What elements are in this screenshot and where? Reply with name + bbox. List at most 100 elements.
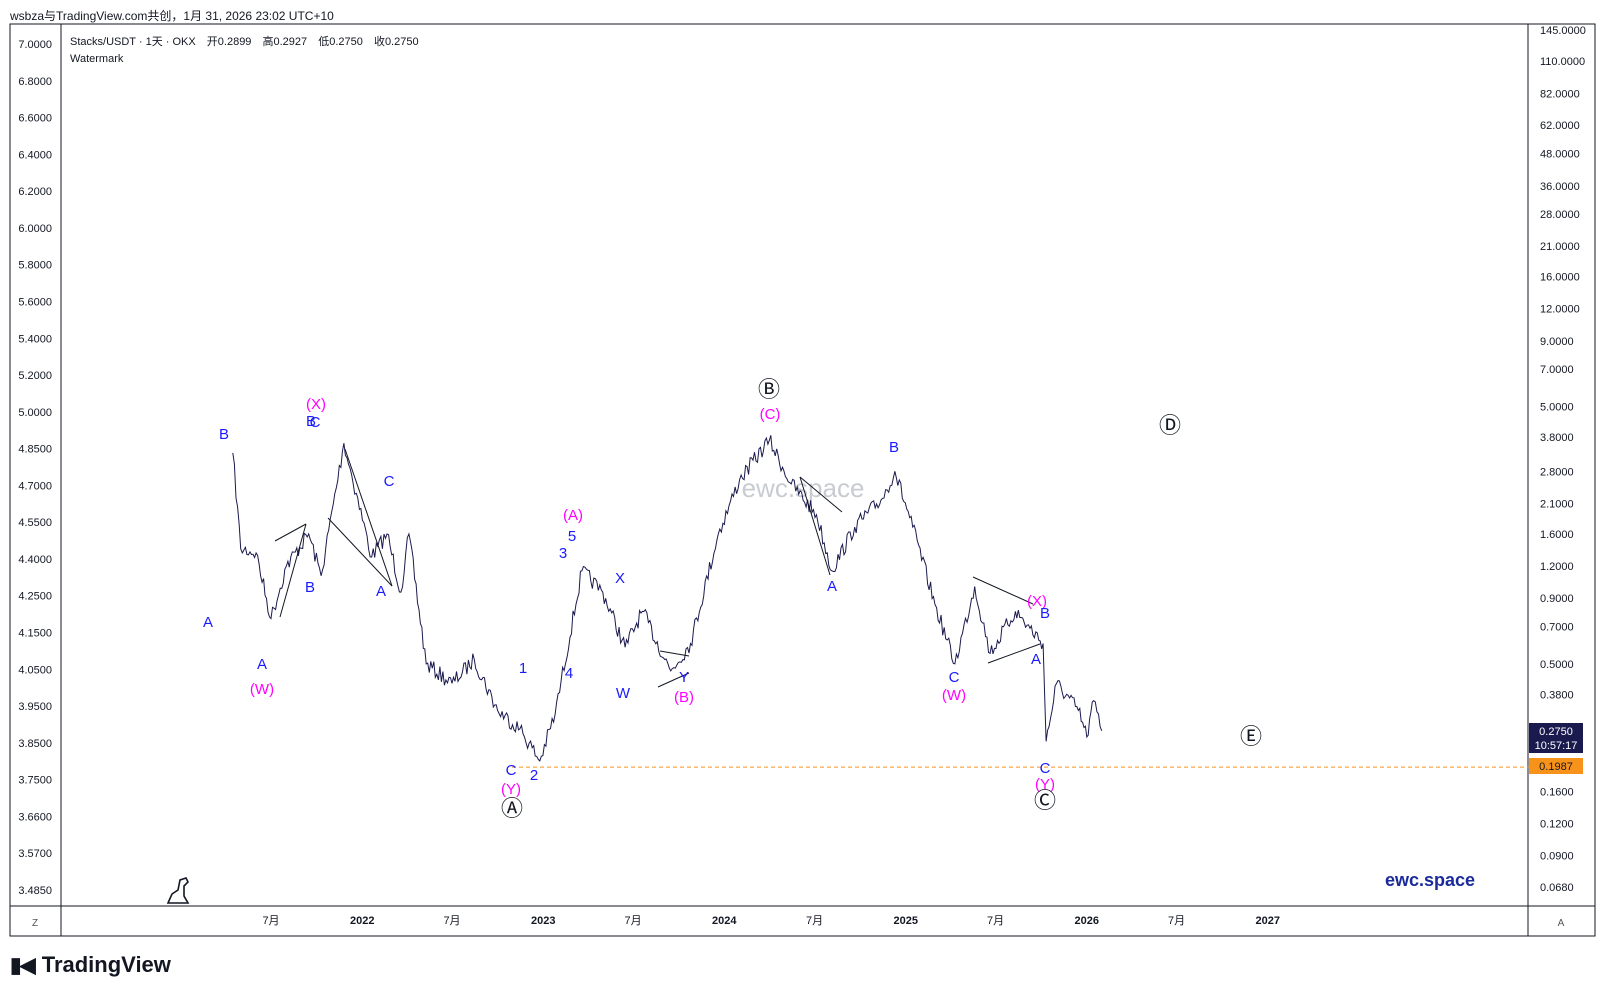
left-tick-label: 6.8000 xyxy=(18,76,52,88)
x-tick-label: 7月 xyxy=(443,915,460,927)
pattern-line xyxy=(657,672,690,688)
wave-label: Ⓒ xyxy=(1034,788,1056,813)
right-price-axis[interactable]: 145.0000 110.0000 82.0000 62.0000 48.0000 36.… xyxy=(1540,25,1586,894)
left-tick-label: 4.2500 xyxy=(18,591,52,603)
right-tick-label: 0.1600 xyxy=(1540,786,1574,798)
right-tick-label: 0.1200 xyxy=(1540,818,1574,830)
left-tick-label: 7.0000 xyxy=(18,39,52,51)
pattern-line xyxy=(344,448,393,587)
log-scale-toggle[interactable]: Z xyxy=(32,918,38,929)
wave-label: A xyxy=(376,583,386,600)
x-tick-label: 7月 xyxy=(987,915,1004,927)
tradingview-logo-icon: ▮◀ xyxy=(10,953,36,977)
wave-label: (A) xyxy=(563,507,583,524)
right-tick-label: 28.0000 xyxy=(1540,209,1580,221)
right-tick-label: 62.0000 xyxy=(1540,120,1580,132)
left-tick-label: 6.6000 xyxy=(18,113,52,125)
support-price-badge: 0.1987 xyxy=(1529,758,1583,774)
left-tick-label: 4.1500 xyxy=(18,628,52,640)
pattern-line xyxy=(799,476,843,513)
right-tick-label: 0.7000 xyxy=(1540,621,1574,633)
last-price-value: 0.2750 xyxy=(1539,726,1573,738)
wave-label: Ⓑ xyxy=(758,377,780,402)
pattern-line xyxy=(987,643,1041,664)
left-tick-label: 3.9500 xyxy=(18,701,52,713)
legend-open-label: 开 xyxy=(207,36,218,48)
left-tick-label: 4.7000 xyxy=(18,480,52,492)
tradingview-brand-text: TradingView xyxy=(41,952,171,977)
pattern-line xyxy=(279,523,307,618)
wave-label: Y xyxy=(679,669,689,686)
pattern-lines xyxy=(274,448,1041,688)
wave-label: (W) xyxy=(942,687,966,704)
right-tick-label: 12.0000 xyxy=(1540,304,1580,316)
wave-label: (C) xyxy=(760,406,781,423)
wave-label: B xyxy=(219,426,229,443)
wave-label: (X) xyxy=(306,396,326,413)
wave-label: (B) xyxy=(674,689,694,706)
legend-open: 0.2899 xyxy=(218,36,252,48)
wave-label: C xyxy=(1040,760,1051,777)
left-tick-label: 3.4850 xyxy=(18,885,52,897)
left-tick-label: 5.2000 xyxy=(18,370,52,382)
auto-scale-toggle[interactable]: A xyxy=(1558,918,1565,929)
legend-high-label: 高 xyxy=(263,34,274,48)
wave-label: C xyxy=(506,762,517,779)
x-tick-label: 7月 xyxy=(262,915,279,927)
wave-label: X xyxy=(615,570,625,587)
wave-label: A xyxy=(827,578,837,595)
left-tick-label: 5.6000 xyxy=(18,296,52,308)
chart-caption: wsbza与TradingView.com共创，1月 31, 2026 23:0… xyxy=(10,9,334,23)
support-price-value: 0.1987 xyxy=(1539,761,1573,773)
left-tick-label: 3.5700 xyxy=(18,848,52,860)
left-price-axis[interactable]: 7.0000 6.8000 6.6000 6.4000 6.2000 6.0000 5.80… xyxy=(18,39,52,897)
left-tick-label: 5.4000 xyxy=(18,333,52,345)
pattern-line xyxy=(274,523,307,542)
right-tick-label: 0.5000 xyxy=(1540,659,1574,671)
left-tick-label: 4.0500 xyxy=(18,664,52,676)
x-tick-label: 7月 xyxy=(1168,915,1185,927)
tradingview-brand[interactable]: ▮◀ TradingView xyxy=(10,952,171,978)
legend-line: Stacks/USDT · 1天 · OKX 开0.2899 高0.2927 低… xyxy=(70,34,419,48)
wave-label: Ⓓ xyxy=(1159,413,1181,438)
x-tick-label: 2024 xyxy=(712,915,737,927)
chart-frame xyxy=(9,23,1596,937)
wave-label: (Y) xyxy=(1035,776,1055,793)
wave-label: C xyxy=(384,473,395,490)
x-tick-label: 7月 xyxy=(806,915,823,927)
x-tick-label: 7月 xyxy=(624,915,641,927)
wave-label: C xyxy=(310,414,321,431)
right-tick-label: 16.0000 xyxy=(1540,271,1580,283)
left-tick-label: 5.8000 xyxy=(18,260,52,272)
right-tick-label: 9.0000 xyxy=(1540,336,1574,348)
wave-label: B xyxy=(306,413,316,430)
legend-low-label: 低 xyxy=(318,35,329,48)
legend-watermark-line: Watermark xyxy=(70,53,124,65)
time-axis[interactable]: 7月 2022 7月 2023 7月 2024 7月 2025 7月 2026 7月 2027 xyxy=(262,915,1280,927)
dino-icon[interactable] xyxy=(166,877,190,904)
legend-close: 0.2750 xyxy=(385,36,419,48)
price-series-line xyxy=(232,435,1103,762)
right-tick-label: 110.0000 xyxy=(1540,56,1585,68)
wave-label: (Y) xyxy=(501,781,521,798)
right-tick-label: 5.0000 xyxy=(1540,401,1574,413)
wave-label: 2 xyxy=(530,767,538,784)
wave-label: 1 xyxy=(519,660,527,677)
wave-label: 5 xyxy=(568,528,576,545)
left-tick-label: 4.4000 xyxy=(18,554,52,566)
wave-label: A xyxy=(1031,651,1041,668)
x-tick-label: 2027 xyxy=(1256,915,1280,927)
left-tick-label: 4.5500 xyxy=(18,517,52,529)
right-tick-label: 2.8000 xyxy=(1540,466,1574,478)
wave-label: A xyxy=(203,614,213,631)
x-tick-label: 2023 xyxy=(531,915,555,927)
right-tick-label: 82.0000 xyxy=(1540,89,1580,101)
wave-label: 4 xyxy=(565,665,573,682)
legend-close-label: 收 xyxy=(374,34,385,48)
wave-label: C xyxy=(949,669,960,686)
right-tick-label: 0.0900 xyxy=(1540,851,1574,863)
wave-label: (W) xyxy=(250,681,274,698)
wave-label: Ⓐ xyxy=(501,796,523,821)
left-tick-label: 6.2000 xyxy=(18,186,52,198)
